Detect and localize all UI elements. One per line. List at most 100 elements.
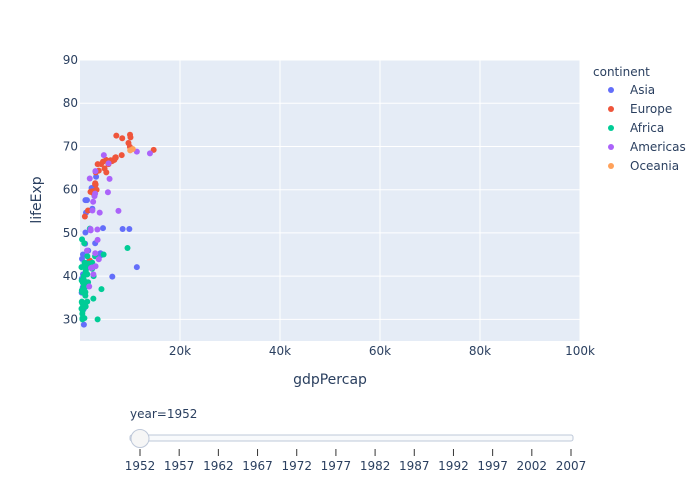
slider-track[interactable]	[129, 434, 574, 442]
scatter-point-asia	[80, 321, 87, 328]
scatter-point-americas	[89, 207, 96, 214]
scatter-point-americas	[86, 175, 93, 182]
scatter-point-africa	[82, 303, 89, 310]
scatter-point-europe	[119, 135, 126, 142]
scatter-point-americas	[90, 198, 97, 205]
y-tick-label: 30	[63, 312, 78, 326]
scatter-point-americas	[104, 189, 111, 196]
x-tick-label: 20k	[169, 344, 191, 358]
slider-step-label[interactable]: 1977	[321, 459, 352, 473]
scatter-point-europe	[92, 181, 99, 188]
scatter-point-americas	[94, 226, 101, 233]
scatter-point-asia	[82, 229, 89, 236]
scatter-point-europe	[85, 207, 92, 214]
slider-step-label[interactable]: 1957	[164, 459, 195, 473]
scatter-point-europe	[101, 165, 108, 172]
scatter-point-americas	[83, 247, 90, 254]
scatter-point-africa	[98, 286, 105, 293]
legend-marker-oceania	[608, 163, 614, 169]
scatter-point-asia	[83, 197, 90, 204]
scatter-point-americas	[106, 175, 113, 182]
legend-marker-asia	[608, 87, 614, 93]
scatter-point-americas	[87, 264, 94, 271]
scatter-point-africa	[82, 264, 89, 271]
y-tick-label: 40	[63, 269, 78, 283]
scatter-point-europe	[100, 158, 107, 165]
scatter-point-americas	[92, 190, 99, 197]
y-tick-label: 90	[63, 53, 78, 67]
y-tick-label: 60	[63, 183, 78, 197]
scatter-point-europe	[81, 213, 88, 220]
scatter-point-americas	[92, 250, 99, 257]
scatter-point-americas	[94, 236, 101, 243]
slider-step-label[interactable]: 1992	[438, 459, 469, 473]
scatter-point-americas	[92, 168, 99, 175]
slider-current-value: year=1952	[130, 407, 197, 421]
legend-marker-africa	[608, 125, 614, 131]
legend-item-americas[interactable]: Americas	[630, 140, 686, 154]
y-tick-labels: 30 40 50 60 70 80 90	[63, 53, 78, 326]
slider-handle[interactable]	[130, 429, 150, 448]
data-points	[78, 131, 157, 328]
scatter-point-americas	[86, 283, 93, 290]
scatter-point-africa	[90, 295, 97, 302]
scatter-point-asia	[133, 264, 140, 271]
scatter-point-americas	[146, 150, 153, 157]
slider-step-label[interactable]: 1952	[125, 459, 156, 473]
x-tick-label: 80k	[469, 344, 491, 358]
y-tick-label: 70	[63, 139, 78, 153]
scatter-point-oceania	[129, 146, 136, 153]
slider-step-label[interactable]: 1962	[203, 459, 234, 473]
year-slider[interactable]: year=1952 1952 1957 1962 1967 1972 1977 1982 19…	[125, 407, 587, 473]
scatter-point-africa	[124, 245, 131, 252]
legend-item-africa[interactable]: Africa	[630, 121, 664, 135]
scatter-point-africa	[94, 316, 101, 323]
legend-marker-europe	[608, 106, 614, 112]
slider-step-label[interactable]: 1997	[477, 459, 508, 473]
legend-item-oceania[interactable]: Oceania	[630, 159, 679, 173]
x-tick-labels: 20k 40k 60k 80k 100k	[169, 344, 595, 358]
scatter-point-americas	[105, 160, 112, 167]
x-tick-label: 60k	[369, 344, 391, 358]
x-axis-title: gdpPercap	[293, 372, 367, 388]
legend-item-europe[interactable]: Europe	[630, 102, 672, 116]
legend: continent Asia Europe Africa Americas Oceani…	[593, 65, 686, 173]
legend-item-asia[interactable]: Asia	[630, 83, 655, 97]
scatter-point-africa	[81, 284, 88, 291]
scatter-point-americas	[96, 209, 103, 216]
legend-title: continent	[593, 65, 650, 79]
slider-step-label[interactable]: 1987	[399, 459, 430, 473]
slider-step-label[interactable]: 1967	[242, 459, 273, 473]
scatter-point-americas	[95, 256, 102, 263]
scatter-point-americas	[92, 263, 99, 270]
slider-step-label[interactable]: 2007	[556, 459, 587, 473]
scatter-point-americas	[100, 152, 107, 159]
slider-step-label[interactable]: 1982	[360, 459, 391, 473]
y-axis-title: lifeExp	[29, 176, 45, 223]
scatter-point-europe	[127, 131, 134, 138]
plot-area	[80, 60, 580, 341]
scatter-point-africa	[84, 253, 91, 260]
scatter-point-africa	[80, 273, 87, 280]
x-tick-label: 100k	[565, 344, 595, 358]
slider-step-label[interactable]: 2002	[517, 459, 548, 473]
scatter-point-europe	[118, 152, 125, 159]
scatter-point-asia	[119, 226, 126, 233]
y-tick-label: 80	[63, 96, 78, 110]
gridlines	[80, 59, 581, 341]
slider-step-label[interactable]: 1972	[281, 459, 312, 473]
slider-ticks: 1952 1957 1962 1967 1972 1977 1982 1987 1992 1997…	[125, 449, 587, 473]
legend-marker-americas	[608, 144, 614, 150]
scatter-point-africa	[79, 236, 86, 243]
scatter-point-africa	[81, 315, 88, 322]
scatter-point-asia	[93, 173, 100, 180]
scatter-point-europe	[112, 154, 119, 161]
y-tick-label: 50	[63, 226, 78, 240]
scatter-point-africa	[84, 298, 91, 305]
scatter-point-europe	[113, 132, 120, 139]
scatter-point-africa	[81, 279, 88, 286]
scatter-point-americas	[115, 207, 122, 214]
scatter-point-africa	[100, 251, 107, 258]
scatter-point-americas	[87, 227, 94, 234]
